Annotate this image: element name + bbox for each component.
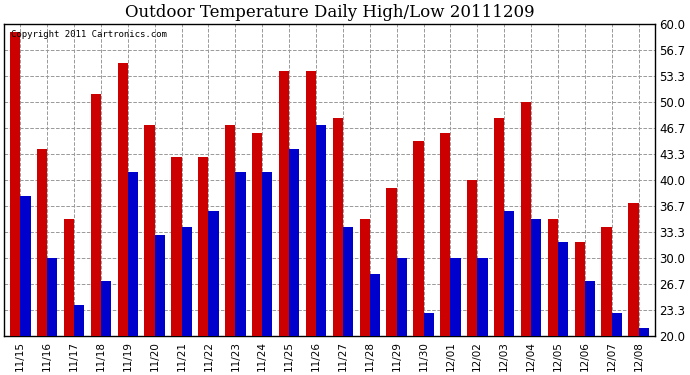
Bar bbox=[494, 118, 504, 336]
Bar bbox=[504, 211, 515, 336]
Bar bbox=[235, 172, 246, 336]
Bar bbox=[117, 63, 128, 336]
Bar bbox=[289, 149, 299, 336]
Bar bbox=[612, 313, 622, 336]
Bar bbox=[10, 32, 20, 336]
Bar bbox=[262, 172, 273, 336]
Bar bbox=[521, 102, 531, 336]
Bar bbox=[198, 157, 208, 336]
Bar bbox=[37, 149, 47, 336]
Bar bbox=[90, 94, 101, 336]
Bar bbox=[181, 227, 192, 336]
Bar bbox=[575, 242, 585, 336]
Bar bbox=[155, 235, 165, 336]
Bar bbox=[413, 141, 424, 336]
Bar bbox=[144, 126, 155, 336]
Bar bbox=[424, 313, 434, 336]
Bar bbox=[386, 188, 397, 336]
Bar bbox=[451, 258, 461, 336]
Title: Outdoor Temperature Daily High/Low 20111209: Outdoor Temperature Daily High/Low 20111… bbox=[125, 4, 534, 21]
Bar bbox=[128, 172, 138, 336]
Bar bbox=[279, 71, 289, 336]
Bar bbox=[225, 126, 235, 336]
Bar bbox=[208, 211, 219, 336]
Text: Copyright 2011 Cartronics.com: Copyright 2011 Cartronics.com bbox=[10, 30, 166, 39]
Bar bbox=[638, 328, 649, 336]
Bar bbox=[252, 133, 262, 336]
Bar bbox=[316, 126, 326, 336]
Bar bbox=[558, 242, 568, 336]
Bar bbox=[397, 258, 407, 336]
Bar bbox=[548, 219, 558, 336]
Bar bbox=[467, 180, 477, 336]
Bar bbox=[343, 227, 353, 336]
Bar bbox=[333, 118, 343, 336]
Bar bbox=[602, 227, 612, 336]
Bar bbox=[47, 258, 57, 336]
Bar bbox=[306, 71, 316, 336]
Bar bbox=[531, 219, 541, 336]
Bar bbox=[101, 281, 111, 336]
Bar bbox=[477, 258, 488, 336]
Bar bbox=[64, 219, 74, 336]
Bar bbox=[74, 305, 84, 336]
Bar bbox=[585, 281, 595, 336]
Bar bbox=[370, 274, 380, 336]
Bar bbox=[440, 133, 451, 336]
Bar bbox=[359, 219, 370, 336]
Bar bbox=[171, 157, 181, 336]
Bar bbox=[629, 203, 638, 336]
Bar bbox=[20, 196, 30, 336]
